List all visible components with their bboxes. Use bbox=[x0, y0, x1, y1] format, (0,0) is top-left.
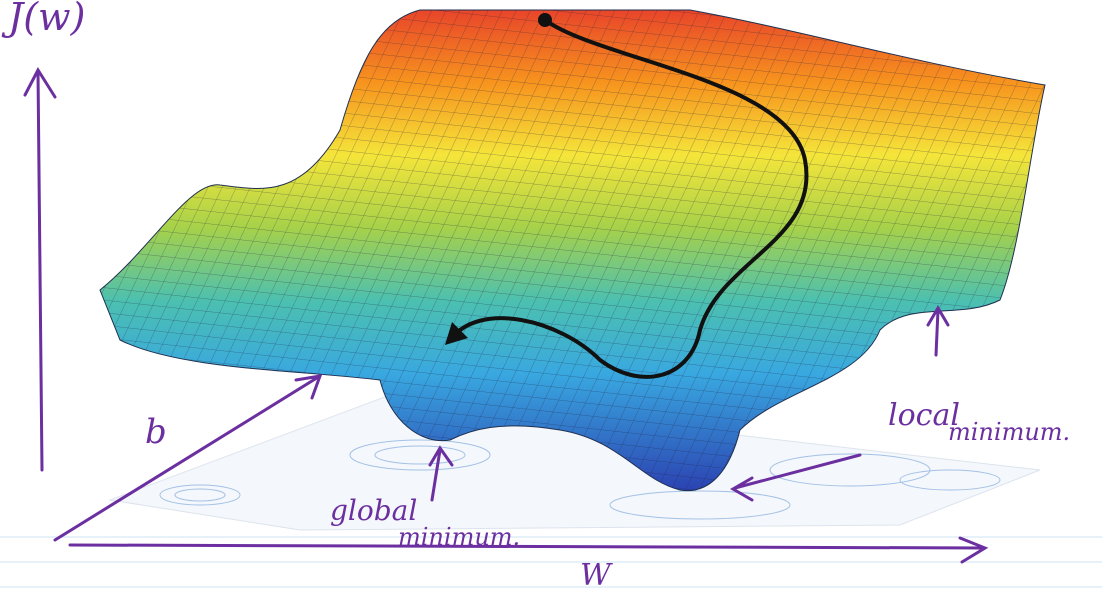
y-axis-label: J(w) bbox=[1, 0, 85, 39]
global-label: minimum. bbox=[398, 523, 520, 551]
notes-page: J(w) b W global minimum. local minimum. bbox=[0, 0, 1102, 589]
depth-axis-label: b bbox=[145, 412, 167, 452]
local-label: minimum. bbox=[948, 418, 1070, 446]
x-axis-label: W bbox=[580, 558, 613, 589]
